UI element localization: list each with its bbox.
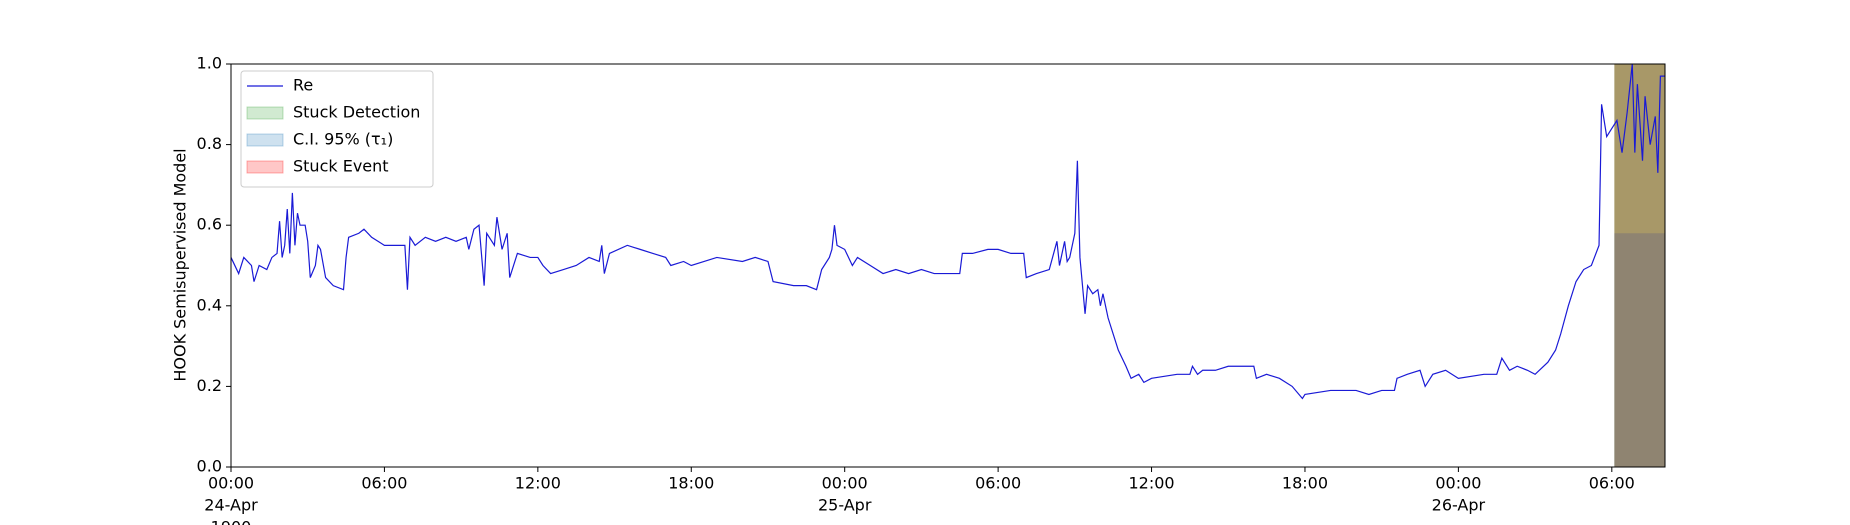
x-tick-label: 00:00 (822, 474, 868, 493)
shaded-region (1614, 233, 1665, 467)
y-tick-label: 0.4 (197, 295, 222, 314)
legend-label: C.I. 95% (τ₁) (293, 130, 393, 149)
x-year-label: 1900 (211, 518, 252, 525)
y-tick-label: 0.6 (197, 215, 222, 234)
x-date-label: 26-Apr (1432, 496, 1486, 515)
x-tick-label: 06:00 (975, 474, 1021, 493)
y-tick-label: 1.0 (197, 54, 222, 73)
data-line (230, 63, 1666, 400)
legend-patch (246, 133, 284, 147)
shaded-region (1614, 64, 1665, 467)
x-date-label: 24-Apr (204, 496, 258, 515)
x-date-label: 25-Apr (818, 496, 872, 515)
legend-label: Stuck Event (293, 157, 389, 176)
y-tick-label: 0.8 (197, 134, 222, 153)
x-tick-label: 06:00 (361, 474, 407, 493)
legend-box (240, 70, 434, 188)
x-tick-label: 18:00 (668, 474, 714, 493)
y-tick-label: 0.2 (197, 376, 222, 395)
x-tick-label: 12:00 (515, 474, 561, 493)
legend-label: Re (293, 76, 313, 95)
x-tick-label: 00:00 (208, 474, 254, 493)
x-tick-label: 00:00 (1435, 474, 1481, 493)
x-tick-label: 12:00 (1128, 474, 1174, 493)
plot-frame (230, 63, 1666, 468)
x-tick-label: 06:00 (1589, 474, 1635, 493)
y-axis-label: HOOK Semisupervised Model (171, 148, 190, 381)
legend-label: Stuck Detection (293, 103, 420, 122)
shaded-region (1614, 64, 1665, 467)
x-tick-label: 18:00 (1282, 474, 1328, 493)
y-tick-label: 0.0 (197, 457, 222, 476)
legend-patch (246, 160, 284, 174)
legend-patch (246, 106, 284, 120)
